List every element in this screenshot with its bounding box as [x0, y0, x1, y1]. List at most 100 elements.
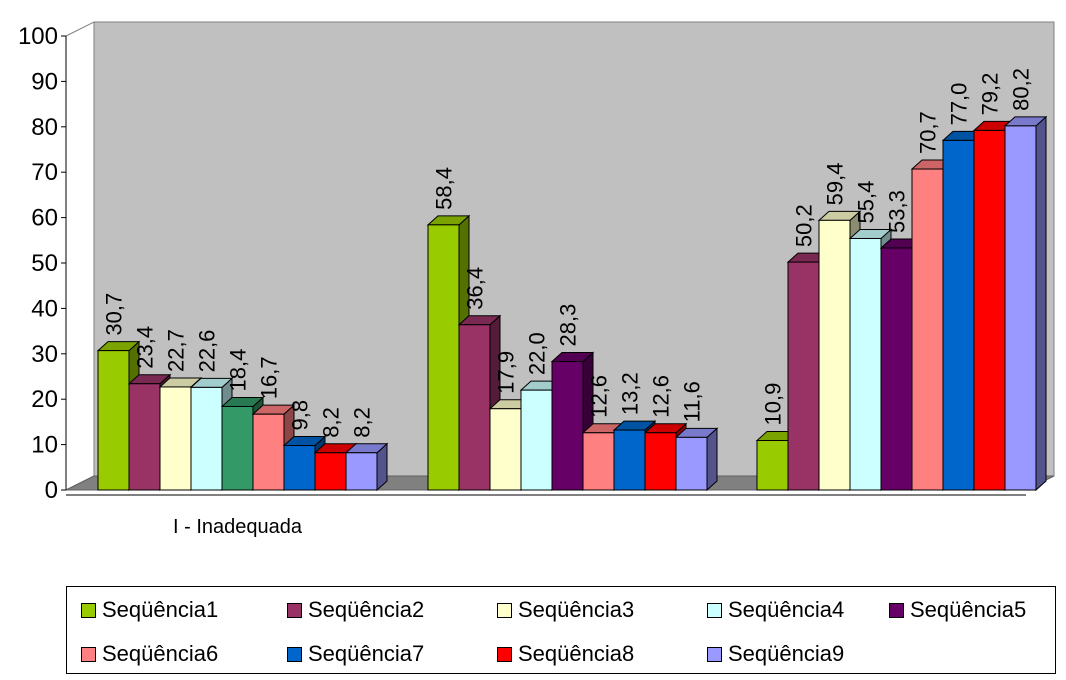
legend-label: Seqüência2 [308, 597, 425, 622]
x-axis: I - Inadequada [66, 494, 1026, 538]
bar [251, 404, 296, 492]
bar-front [849, 237, 882, 491]
data-label: 70,7 [916, 111, 941, 154]
data-label: 79,2 [978, 73, 1003, 116]
data-label: 11,6 [680, 381, 705, 422]
bar-front [973, 129, 1006, 491]
legend-label: Seqüência4 [728, 597, 845, 622]
legend-label: Seqüência6 [102, 641, 219, 666]
data-label: 23,4 [133, 326, 158, 369]
bar [674, 427, 719, 492]
bar-front [252, 413, 285, 491]
y-tick-label: 60 [31, 205, 58, 232]
bar-front [314, 452, 347, 491]
legend-swatch [889, 602, 904, 618]
bar-front [283, 445, 316, 491]
bar-front [190, 386, 223, 491]
legend-swatch [707, 646, 722, 662]
legend-item: Seqüência5 [889, 597, 1026, 623]
bars [96, 115, 1048, 492]
data-label: 28,3 [556, 304, 581, 347]
bar-front [787, 261, 820, 491]
data-label: 9,8 [288, 400, 313, 431]
data-label: 16,7 [257, 356, 282, 399]
legend-swatch [287, 646, 302, 662]
bar-front [880, 247, 913, 491]
y-tick-label: 20 [31, 386, 58, 413]
data-label: 36,4 [463, 267, 488, 310]
y-tick-label: 10 [31, 432, 58, 459]
y-tick-label: 30 [31, 341, 58, 368]
data-label: 77,0 [947, 83, 972, 126]
data-label: 18,4 [226, 349, 251, 392]
legend-label: Seqüência5 [910, 597, 1027, 622]
bar-front [128, 383, 161, 491]
legend-item: Seqüência7 [287, 641, 424, 667]
data-label: 8,2 [350, 407, 375, 438]
data-label: 10,9 [761, 383, 786, 426]
data-label: 22,7 [164, 329, 189, 372]
data-label: 80,2 [1009, 68, 1034, 111]
y-tick-label: 100 [18, 23, 58, 50]
x-tick-label: I - Inadequada [173, 516, 303, 538]
data-label: 53,3 [885, 190, 910, 233]
data-label: 8,2 [319, 407, 344, 438]
bar-front [582, 432, 615, 491]
legend-swatch [81, 602, 96, 618]
data-label: 17,9 [494, 351, 519, 394]
legend-swatch [707, 602, 722, 618]
bar-front [675, 436, 708, 491]
bar-front [159, 386, 192, 491]
y-axis: 0 10 20 30 40 50 60 70 80 90 100 [18, 23, 67, 504]
data-label: 58,4 [432, 167, 457, 210]
legend-item: Seqüência9 [707, 641, 844, 667]
bar-front [1004, 125, 1037, 491]
data-label: 13,2 [618, 372, 643, 415]
data-label: 55,4 [854, 181, 879, 224]
bar-front [613, 429, 646, 491]
data-label: 22,0 [525, 332, 550, 375]
bar-front [756, 440, 789, 491]
data-labels: 30,723,4 22,7 22,6 18,4 16,79,8 8,2 8,258,436,… [102, 68, 1034, 438]
data-label: 59,4 [823, 162, 848, 205]
legend-item: Seqüência4 [707, 597, 844, 623]
legend-swatch [287, 602, 302, 618]
legend-swatch [497, 602, 512, 618]
y-tick-label: 0 [45, 477, 58, 504]
bar-front [345, 452, 378, 491]
legend-label: Seqüência8 [518, 641, 635, 666]
legend-label: Seqüência7 [308, 641, 425, 666]
bar-front [427, 224, 460, 491]
side-wall [65, 21, 95, 491]
bar-front [458, 324, 491, 491]
y-tick-label: 40 [31, 295, 58, 322]
data-label: 12,6 [649, 375, 674, 418]
bar-front [911, 168, 944, 491]
bar [1003, 115, 1048, 492]
legend-swatch [81, 646, 96, 662]
bar [344, 442, 389, 492]
bar-front [644, 432, 677, 491]
legend-item: Seqüência2 [287, 597, 424, 623]
data-label: 50,2 [792, 204, 817, 247]
y-tick-label: 80 [31, 114, 58, 141]
y-tick-label: 90 [31, 68, 58, 95]
bar-side [706, 427, 718, 492]
legend: Seqüência1 Seqüência2 Seqüência3 Seqüência4… [66, 586, 1056, 674]
bar-side [1035, 115, 1047, 492]
bar-front [551, 361, 584, 491]
y-tick-label: 70 [31, 159, 58, 186]
bar-front [221, 405, 254, 491]
bar-front [97, 350, 130, 491]
legend-label: Seqüência1 [102, 597, 219, 622]
bar-front [818, 219, 851, 491]
bar-front [520, 389, 553, 491]
bar-front [942, 139, 975, 491]
data-label: 22,6 [195, 330, 220, 373]
bar-front [489, 408, 522, 491]
legend-label: Seqüência9 [728, 641, 845, 666]
legend-item: Seqüência3 [497, 597, 634, 623]
legend-label: Seqüência3 [518, 597, 635, 622]
legend-item: Seqüência1 [81, 597, 218, 623]
